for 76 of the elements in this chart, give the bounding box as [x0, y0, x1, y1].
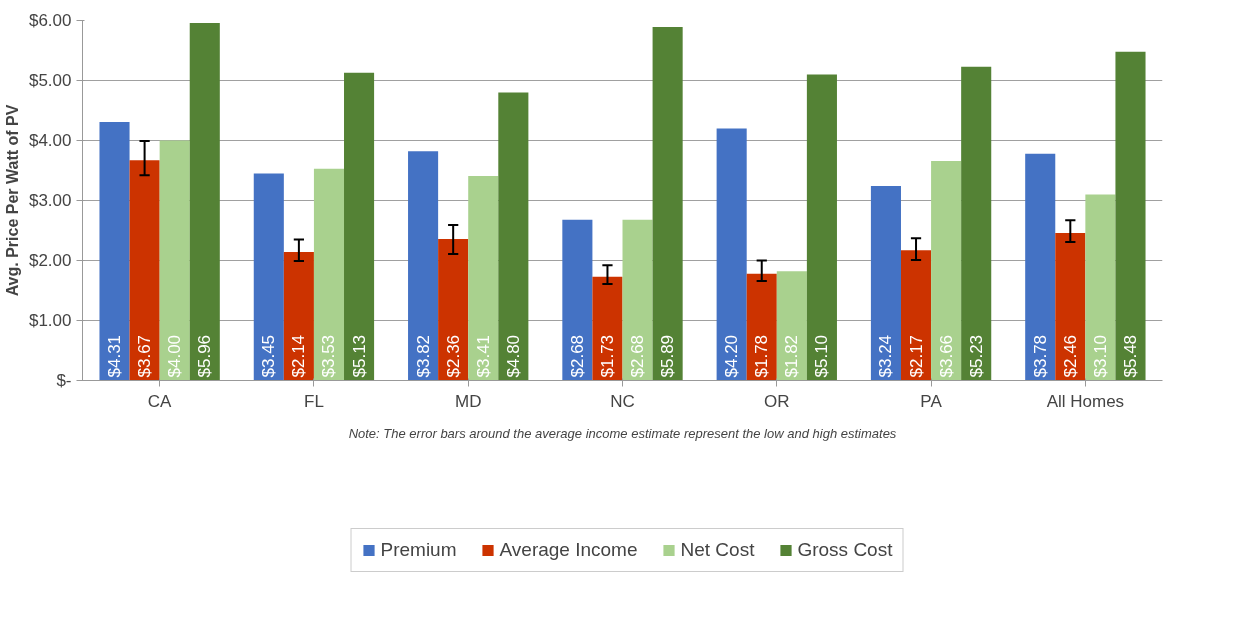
bar	[468, 175, 499, 381]
bar	[1085, 194, 1116, 381]
bar	[438, 238, 469, 381]
bar	[746, 273, 777, 381]
data-label: $3.66	[936, 334, 956, 378]
x-tick-label: OR	[764, 391, 790, 411]
y-tick-label: $-	[56, 371, 72, 390]
data-label: $2.17	[906, 334, 926, 378]
x-tick-label: PA	[920, 391, 943, 411]
data-label: $5.13	[349, 334, 369, 378]
data-label: $2.68	[628, 334, 648, 378]
bar	[900, 250, 932, 381]
data-label: $2.68	[567, 334, 587, 378]
bar	[806, 74, 837, 381]
bar	[961, 66, 992, 381]
bar	[1115, 51, 1146, 381]
legend-label: Premium	[380, 538, 457, 561]
bar	[716, 128, 747, 381]
bar	[931, 160, 962, 381]
bar	[652, 27, 683, 381]
bar	[592, 276, 623, 381]
bar	[1055, 232, 1086, 381]
x-tick-label: All Homes	[1046, 391, 1125, 411]
y-tick-label: $5.00	[28, 71, 72, 90]
data-label: $5.23	[966, 334, 986, 378]
x-tick-label: FL	[304, 391, 324, 411]
data-label: $3.10	[1090, 334, 1110, 378]
data-label: $4.80	[503, 334, 523, 378]
bar	[498, 92, 529, 381]
bar	[99, 121, 130, 381]
data-label: $5.96	[195, 334, 215, 378]
legend-label: Average Income	[499, 538, 638, 561]
data-label: $4.20	[722, 334, 742, 378]
bar	[344, 72, 375, 381]
y-tick-label: $4.00	[28, 131, 72, 150]
bar	[129, 160, 160, 381]
data-label: $4.00	[165, 334, 185, 378]
x-tick-label: NC	[610, 391, 635, 411]
y-tick-label: $6.00	[28, 11, 72, 30]
data-label: $3.78	[1030, 334, 1050, 378]
y-axis-title: Avg. Price Per Watt of PV	[3, 104, 21, 297]
data-label: $5.89	[658, 334, 678, 378]
bar	[870, 186, 901, 381]
data-label: $1.73	[597, 334, 617, 378]
bar	[313, 168, 345, 381]
data-label: $3.41	[473, 334, 493, 378]
data-label: $3.53	[319, 334, 339, 378]
data-label: $2.36	[443, 334, 463, 378]
data-label: $3.82	[413, 334, 433, 378]
data-label: $3.67	[135, 334, 155, 378]
x-tick-label: CA	[147, 391, 173, 411]
bar	[1025, 153, 1056, 381]
data-label: $4.31	[105, 334, 125, 378]
bar	[189, 22, 220, 381]
bar	[159, 140, 190, 381]
data-label: $5.48	[1120, 334, 1140, 378]
data-label: $1.82	[782, 334, 802, 378]
data-label: $2.46	[1060, 334, 1080, 378]
bar	[253, 173, 284, 381]
legend-label: Net Cost	[680, 538, 755, 561]
legend-label: Gross Cost	[797, 538, 893, 561]
data-label: $3.24	[876, 334, 896, 378]
data-label: $1.78	[752, 334, 772, 378]
bar	[776, 271, 807, 381]
data-label: $5.10	[812, 334, 832, 378]
y-tick-label: $1.00	[28, 311, 72, 330]
bar	[408, 151, 439, 381]
y-tick-label: $3.00	[28, 191, 72, 210]
data-label: $2.14	[289, 334, 309, 378]
text: Note: The error bars around the average income estimate represent the low and high estimates	[348, 425, 897, 441]
bar	[283, 252, 314, 381]
bar	[562, 219, 593, 381]
bar	[622, 219, 653, 381]
y-tick-label: $2.00	[28, 251, 72, 270]
data-label: $3.45	[259, 334, 279, 378]
x-tick-label: MD	[455, 391, 482, 411]
